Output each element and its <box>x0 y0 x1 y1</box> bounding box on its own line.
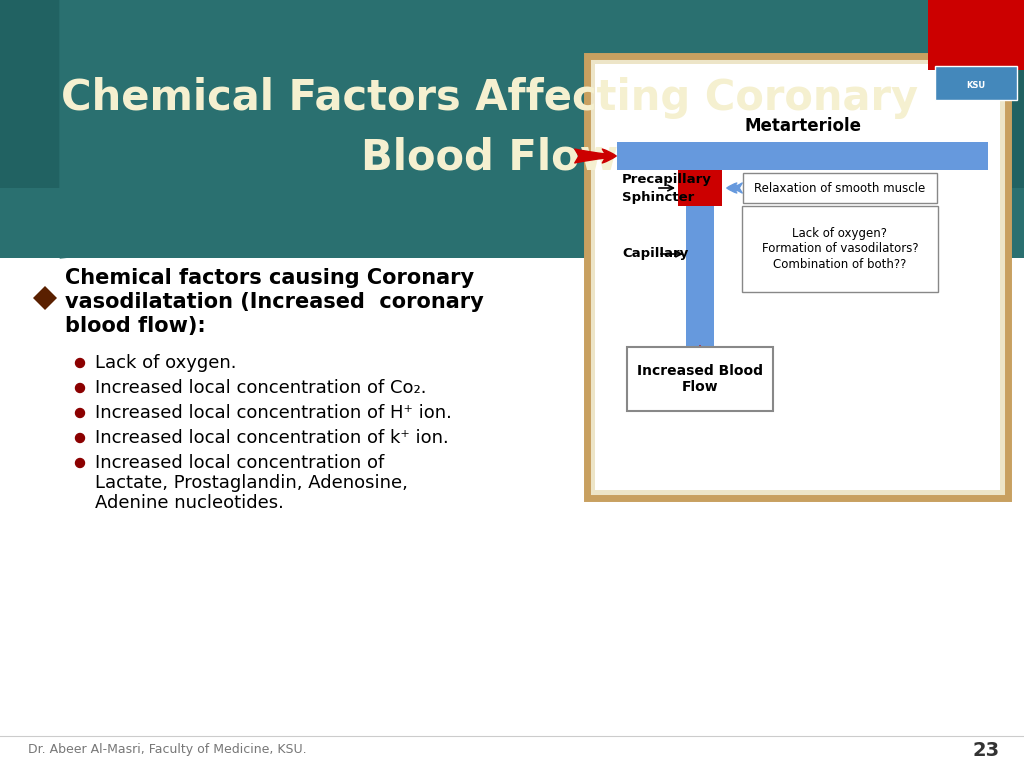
Text: Increased Blood
Flow: Increased Blood Flow <box>637 364 763 394</box>
Text: Chemical Factors Affecting Coronary: Chemical Factors Affecting Coronary <box>61 77 919 119</box>
Bar <box>617 142 988 170</box>
Polygon shape <box>33 286 57 310</box>
FancyBboxPatch shape <box>627 347 773 411</box>
Text: Blood Flow: Blood Flow <box>361 137 618 179</box>
Text: 23: 23 <box>973 740 1000 760</box>
Bar <box>935 66 1017 100</box>
Bar <box>686 170 714 398</box>
Text: Precapillary: Precapillary <box>622 174 712 187</box>
FancyBboxPatch shape <box>743 173 937 203</box>
Text: Increased local concentration of H⁺ ion.: Increased local concentration of H⁺ ion. <box>95 404 452 422</box>
FancyBboxPatch shape <box>587 56 1008 498</box>
Circle shape <box>76 359 85 368</box>
Text: Increased local concentration of Co₂.: Increased local concentration of Co₂. <box>95 379 427 397</box>
Text: Metarteriole: Metarteriole <box>744 117 861 135</box>
Circle shape <box>76 458 85 468</box>
Bar <box>0 0 1024 188</box>
Text: Increased local concentration of: Increased local concentration of <box>95 454 384 472</box>
Text: Dr. Abeer Al-Masri, Faculty of Medicine, KSU.: Dr. Abeer Al-Masri, Faculty of Medicine,… <box>28 743 306 756</box>
Bar <box>678 170 722 206</box>
Text: vasodilatation (Increased  coronary: vasodilatation (Increased coronary <box>65 292 483 312</box>
Text: Increased local concentration of k⁺ ion.: Increased local concentration of k⁺ ion. <box>95 429 449 447</box>
Text: Capillary: Capillary <box>622 247 688 260</box>
Circle shape <box>76 383 85 392</box>
Ellipse shape <box>670 208 970 268</box>
Circle shape <box>76 433 85 442</box>
Bar <box>0 0 1024 258</box>
Text: Sphincter: Sphincter <box>622 191 694 204</box>
Bar <box>595 64 1000 490</box>
Text: blood flow):: blood flow): <box>65 316 206 336</box>
Text: Relaxation of smooth muscle: Relaxation of smooth muscle <box>755 181 926 194</box>
Text: Chemical factors causing Coronary: Chemical factors causing Coronary <box>65 268 474 288</box>
Text: Adenine nucleotides.: Adenine nucleotides. <box>95 494 284 512</box>
Text: Lack of oxygen.: Lack of oxygen. <box>95 354 237 372</box>
Bar <box>928 0 1024 70</box>
Text: Lack of oxygen?
Formation of vasodilators?
Combination of both??: Lack of oxygen? Formation of vasodilator… <box>762 227 919 270</box>
Text: Lactate, Prostaglandin, Adenosine,: Lactate, Prostaglandin, Adenosine, <box>95 474 408 492</box>
Text: KSU: KSU <box>967 81 985 90</box>
FancyBboxPatch shape <box>742 206 938 292</box>
Polygon shape <box>60 0 970 258</box>
Circle shape <box>76 409 85 418</box>
